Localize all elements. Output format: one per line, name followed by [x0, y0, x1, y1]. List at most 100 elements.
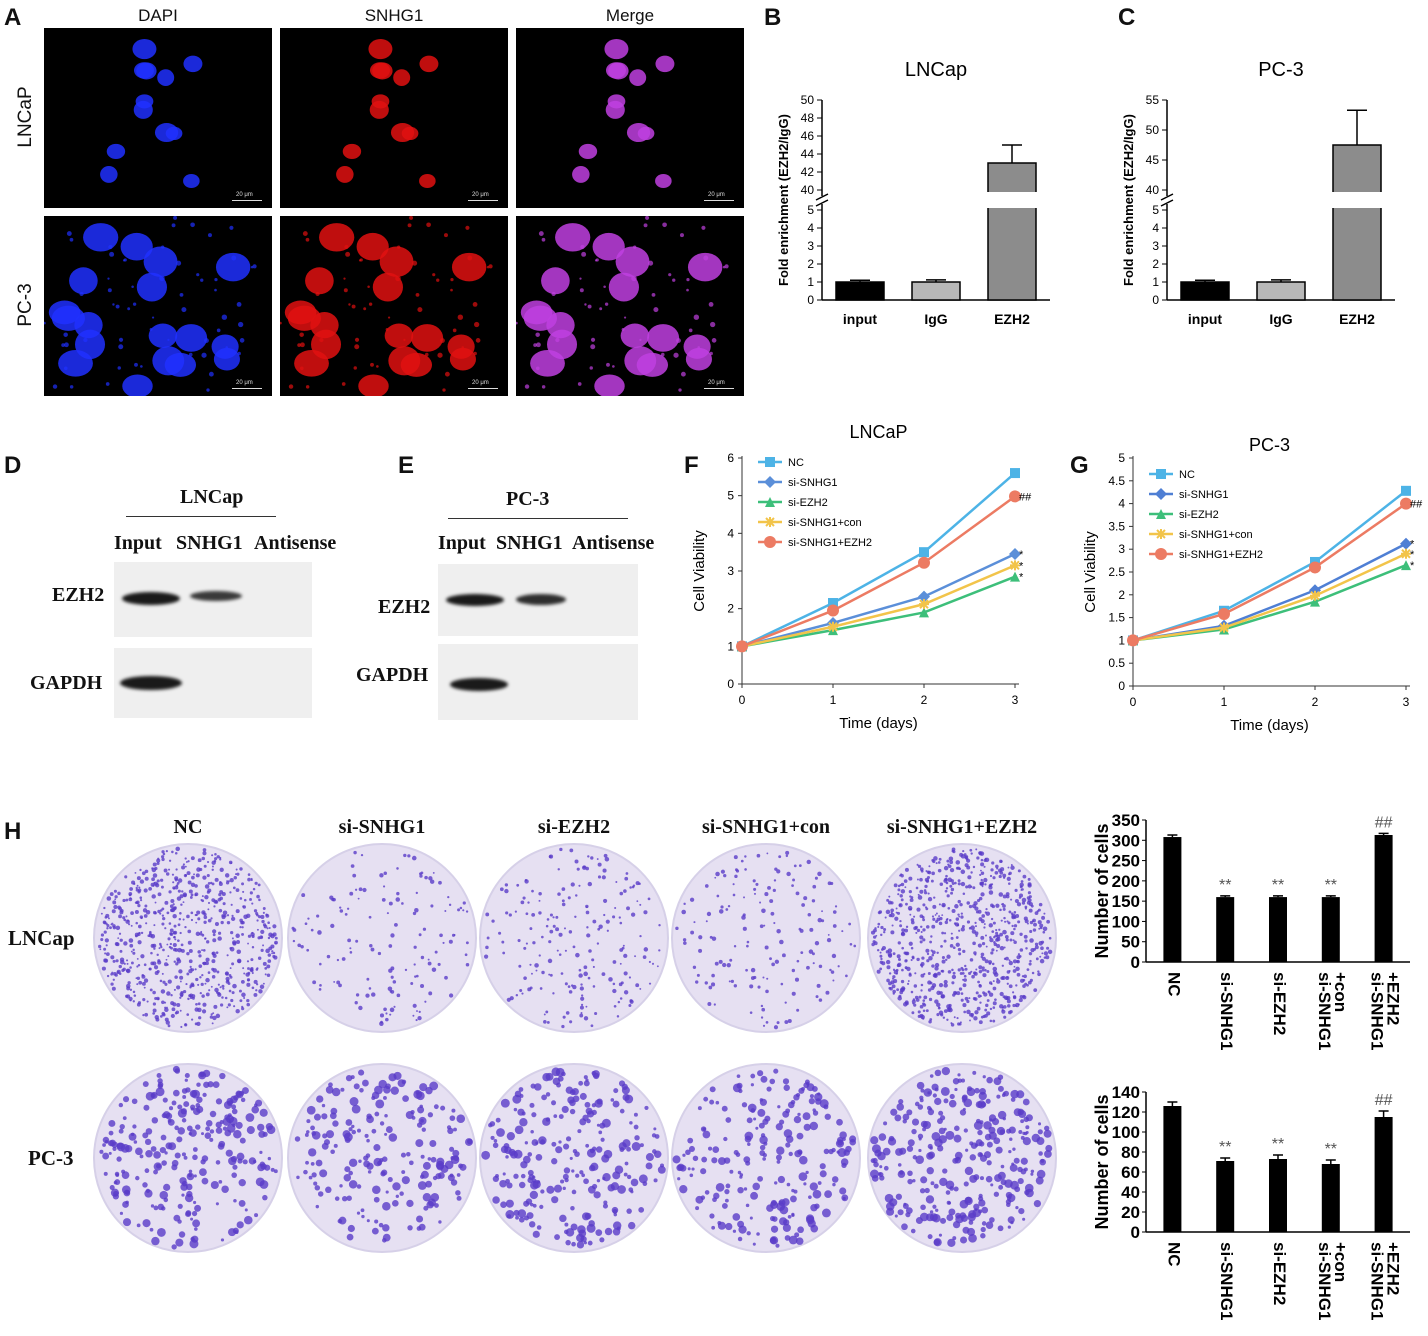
colony: [532, 1230, 540, 1238]
colony: [773, 921, 776, 925]
colony: [227, 1228, 237, 1237]
colony: [169, 928, 174, 933]
colony: [467, 1138, 473, 1145]
significance-mark: **: [1219, 877, 1231, 894]
colony: [602, 1176, 606, 1181]
colony: [102, 1136, 110, 1144]
colony: [587, 976, 591, 980]
column-label-snhg1: SNHG1: [364, 6, 424, 25]
colony: [920, 1088, 925, 1093]
colony: [168, 922, 172, 925]
colony: [950, 879, 954, 883]
colony: [937, 868, 942, 873]
scale-bar: [704, 388, 734, 389]
colony: [349, 1097, 359, 1106]
colony: [161, 914, 165, 917]
colony: [955, 917, 960, 921]
colony: [571, 1241, 576, 1247]
colony: [444, 910, 447, 913]
colony: [975, 910, 979, 914]
colony: [762, 1152, 767, 1158]
colony: [791, 968, 796, 973]
colony: [199, 992, 202, 995]
colony: [761, 1007, 766, 1012]
colony: [217, 992, 222, 997]
colony: [532, 1178, 537, 1183]
speckle: [444, 371, 450, 377]
colony: [410, 981, 414, 985]
colony: [164, 927, 167, 930]
colony: [1005, 956, 1009, 961]
colony: [638, 1174, 648, 1184]
colony: [604, 856, 610, 862]
speckle: [279, 321, 282, 325]
colony: [251, 986, 255, 990]
colony: [331, 1087, 341, 1097]
colony: [943, 1098, 949, 1104]
colony: [993, 941, 996, 944]
colony: [231, 962, 235, 966]
speckle: [181, 307, 187, 313]
colony: [194, 968, 197, 971]
colony: [723, 873, 727, 878]
colony: [239, 1137, 246, 1144]
colony: [701, 1156, 708, 1163]
colony: [407, 1225, 413, 1231]
colony: [898, 903, 903, 908]
colony: [547, 958, 553, 964]
nucleus: [626, 123, 651, 143]
colony: [366, 1138, 370, 1143]
x-tick-label: 0: [1130, 695, 1137, 709]
nucleus: [135, 94, 154, 109]
dish-column-label: NC: [173, 816, 203, 838]
colony: [900, 882, 905, 887]
colony: [679, 1185, 688, 1194]
colony: [233, 876, 237, 880]
colony: [541, 970, 545, 975]
colony: [1024, 982, 1028, 986]
colony: [722, 962, 727, 968]
colony: [179, 975, 184, 980]
colony: [1010, 898, 1013, 901]
colony: [354, 888, 358, 891]
colony: [527, 1169, 534, 1176]
colony: [967, 884, 972, 889]
colony: [878, 1133, 887, 1141]
colony: [897, 888, 901, 892]
colony: [974, 1010, 979, 1015]
colony: [390, 975, 394, 979]
colony: [927, 971, 931, 975]
nucleus: [183, 173, 200, 189]
colony: [988, 1131, 997, 1140]
colony: [957, 899, 961, 904]
colony: [397, 1079, 406, 1088]
colony: [601, 1154, 610, 1163]
colony: [251, 971, 254, 975]
colony: [346, 907, 350, 910]
colony: [1003, 946, 1006, 949]
colony: [126, 959, 129, 962]
colony: [368, 987, 372, 990]
colony: [162, 852, 166, 856]
colony: [179, 992, 184, 997]
colony: [129, 999, 132, 1002]
colony: [450, 1155, 460, 1165]
colony: [379, 1013, 385, 1018]
nucleus: [447, 334, 475, 359]
speckle: [354, 344, 360, 350]
colony: [916, 907, 921, 912]
colony: [727, 904, 731, 908]
colony: [762, 1024, 766, 1027]
colony: [527, 901, 530, 904]
colony: [681, 909, 686, 915]
colony: [374, 1111, 380, 1117]
colony: [603, 898, 608, 903]
colony: [1008, 871, 1012, 875]
colony: [153, 1205, 159, 1211]
colony: [449, 1146, 455, 1152]
colony: [580, 994, 584, 997]
colony: [217, 936, 222, 941]
colony: [805, 1170, 809, 1175]
colony: [974, 921, 977, 924]
colony: [333, 1143, 338, 1148]
